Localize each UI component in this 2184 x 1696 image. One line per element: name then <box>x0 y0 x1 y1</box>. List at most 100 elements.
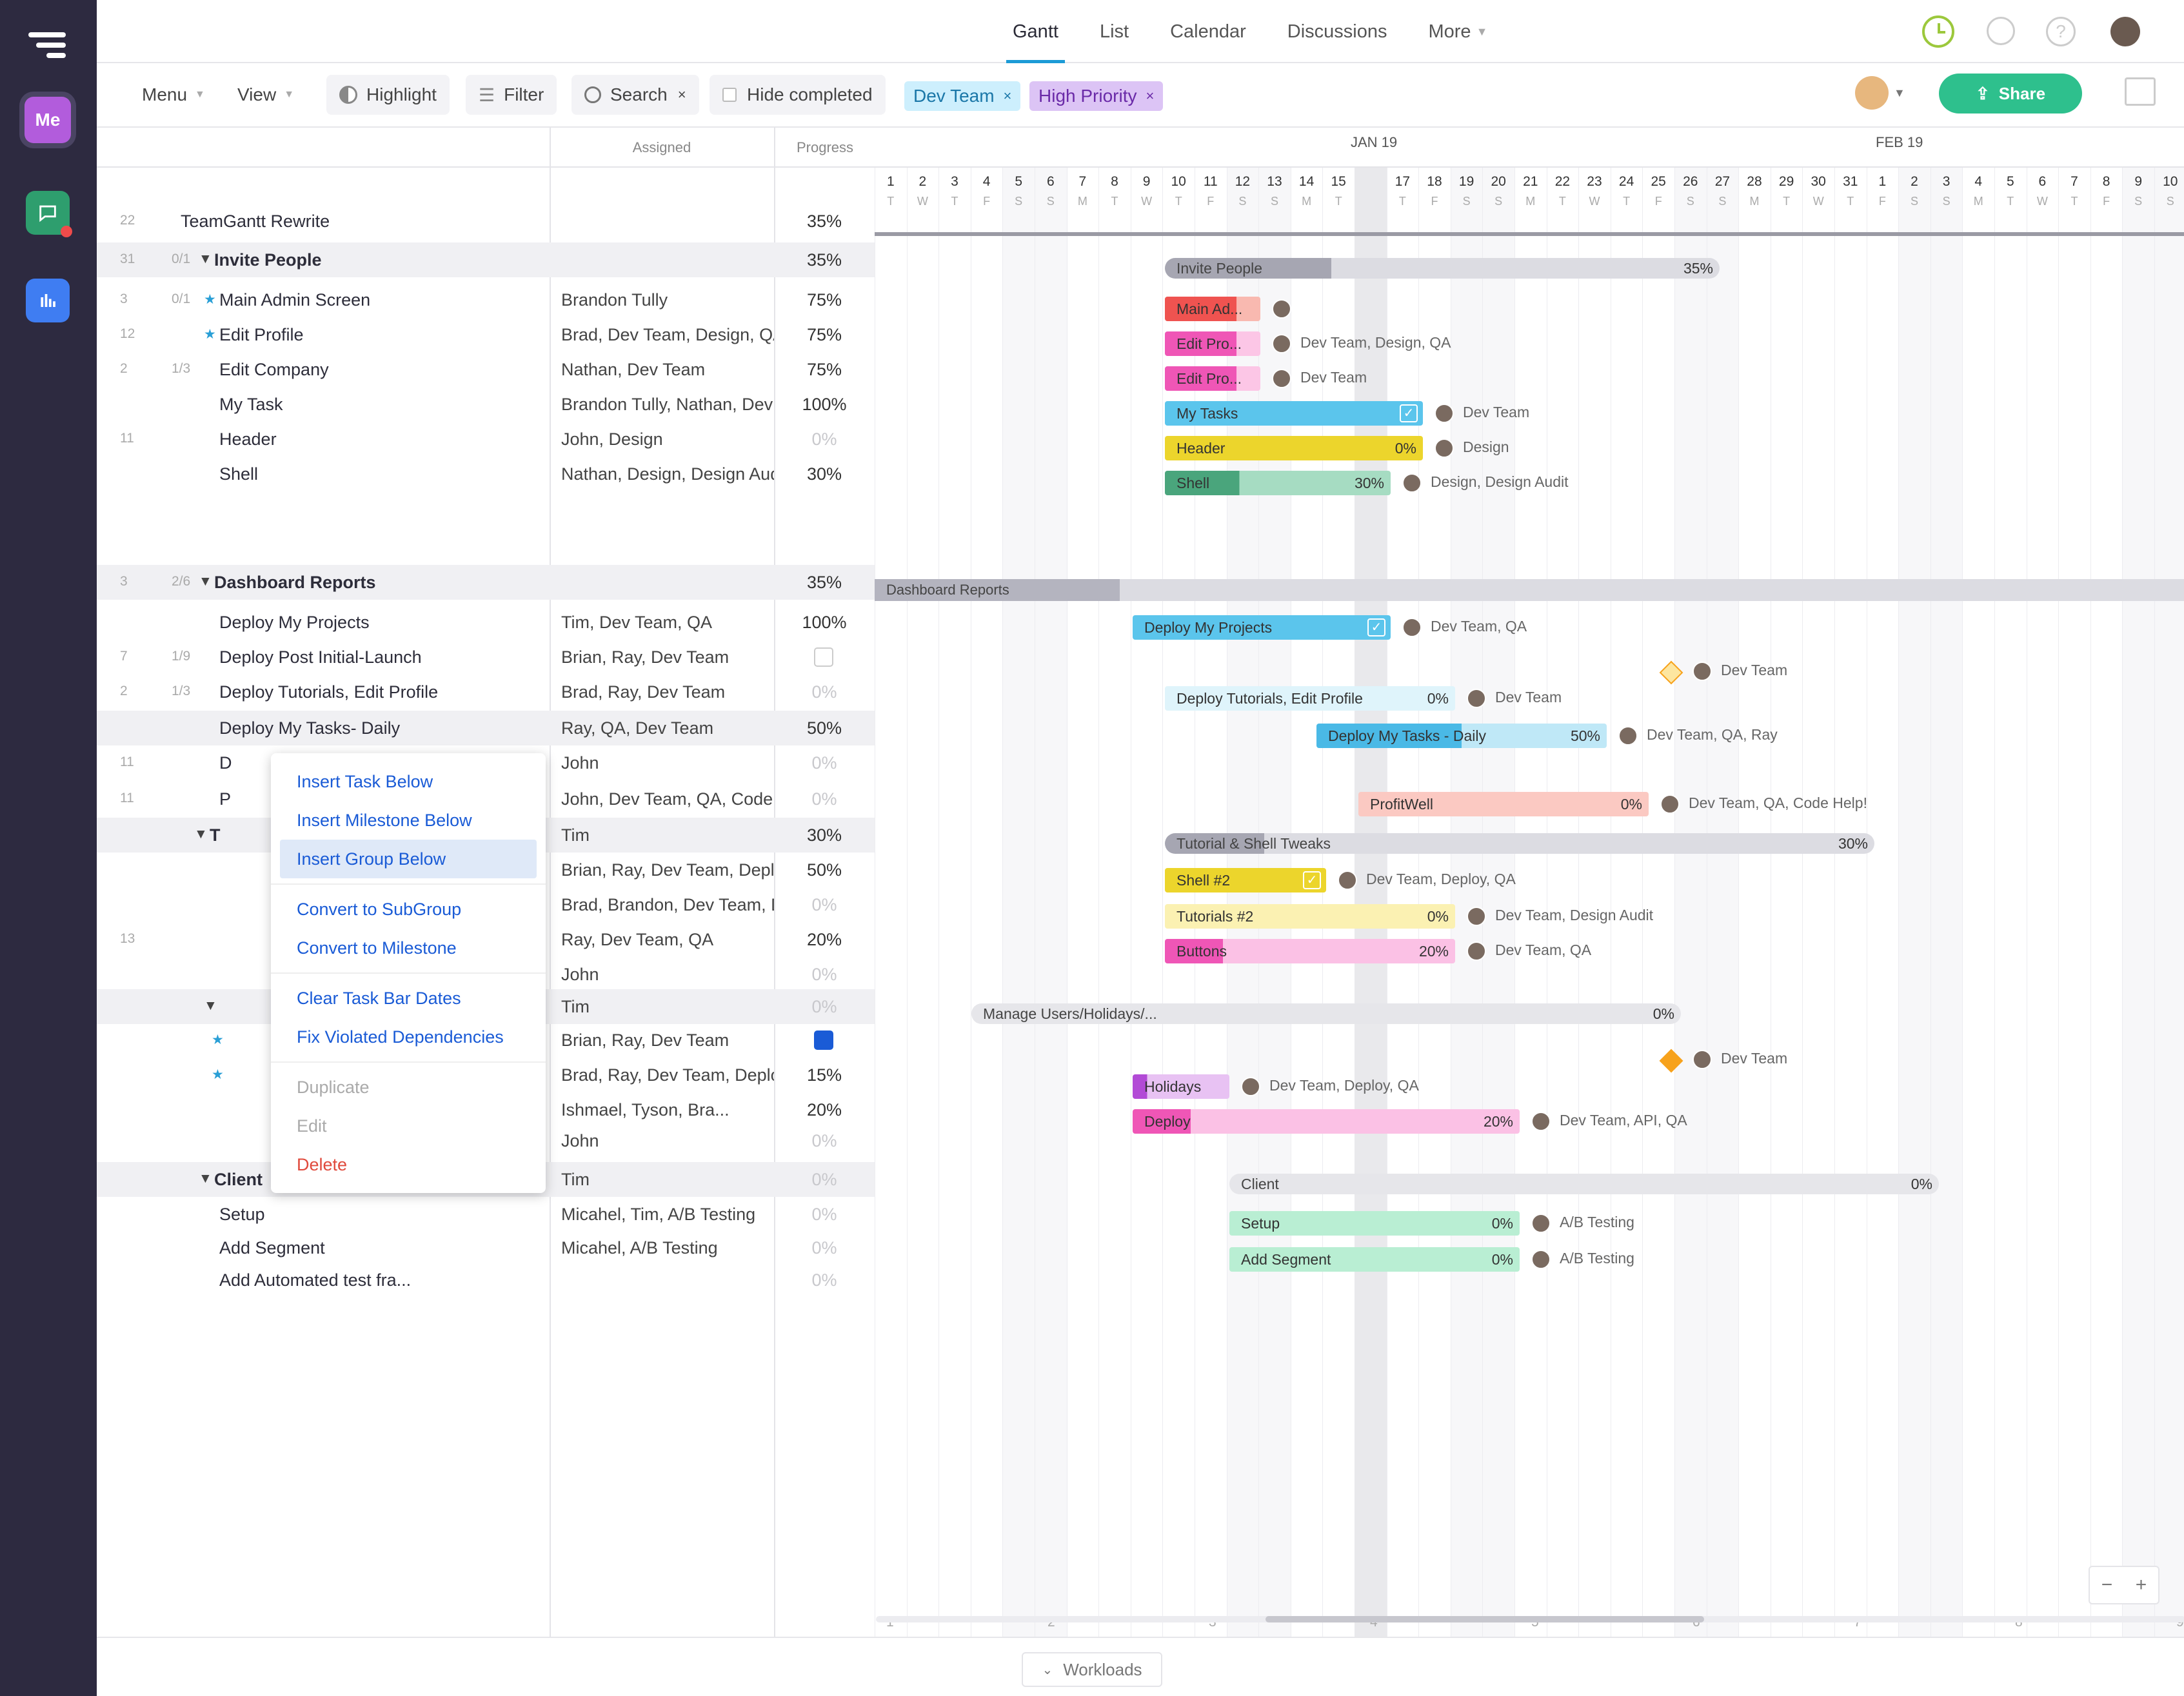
task-row[interactable]: John 0% <box>97 1123 875 1158</box>
group-bar[interactable]: Invite People 35% <box>1165 258 1720 279</box>
progress-cell[interactable]: 35% <box>806 250 842 270</box>
progress-cell[interactable]: 0% <box>811 895 837 914</box>
task-row[interactable]: Brian, Ray, Dev Team, Deploy 50% <box>97 853 875 887</box>
group-bar[interactable]: Manage Users/Holidays/... 0% <box>971 1003 1681 1024</box>
collapse-toggle-icon[interactable]: ▼ <box>194 827 208 842</box>
tab-list[interactable]: List <box>1079 0 1149 63</box>
close-icon[interactable]: × <box>1003 88 1012 104</box>
progress-cell[interactable]: 50% <box>806 860 842 880</box>
assigned-cell[interactable]: Ray, Dev Team, QA <box>561 930 714 949</box>
filter-chip-dev-team[interactable]: Dev Team × <box>904 81 1021 111</box>
comment-count[interactable]: 7 <box>120 649 128 664</box>
progress-cell[interactable]: 0% <box>811 965 837 984</box>
task-bar[interactable]: Main Ad... <box>1165 297 1260 321</box>
task-bar[interactable]: Header 0% <box>1165 436 1423 460</box>
group-bar[interactable]: Tutorial & Shell Tweaks 30% <box>1165 833 1874 854</box>
comment-count[interactable]: 2 <box>120 684 128 698</box>
collapse-toggle-icon[interactable]: ▼ <box>204 998 217 1013</box>
task-name[interactable]: Deploy My Projects <box>219 613 370 632</box>
task-name[interactable]: Invite People <box>214 250 322 270</box>
search-box[interactable]: Search × <box>571 75 699 115</box>
task-bar[interactable]: Tutorials #2 0% <box>1165 904 1455 929</box>
task-row[interactable]: My Task Brandon Tully, Nathan, Dev 100% <box>97 387 875 422</box>
task-name[interactable]: Add Segment <box>219 1238 325 1257</box>
assigned-cell[interactable]: Micahel, Tim, A/B Testing <box>561 1205 756 1224</box>
comment-count[interactable]: 2 <box>120 361 128 376</box>
task-bar[interactable]: Shell #2 ✓ <box>1165 868 1326 892</box>
insert-milestone-below-item[interactable]: Insert Milestone Below <box>297 810 472 830</box>
task-name[interactable]: Edit Company <box>219 360 329 379</box>
task-row[interactable]: 13 Ray, Dev Team, QA 20% <box>97 922 875 957</box>
comment-count[interactable]: 11 <box>120 431 134 446</box>
task-row[interactable]: 7 1/9 Deploy Post Initial-Launch Brian, Ray… <box>97 640 875 675</box>
assigned-cell[interactable]: Brandon Tully, Nathan, Dev <box>561 395 773 414</box>
task-row[interactable]: John 0% <box>97 957 875 992</box>
task-name[interactable]: Shell <box>219 464 259 484</box>
task-name[interactable]: P <box>219 789 232 809</box>
progress-cell[interactable]: 0% <box>811 1238 837 1257</box>
group-row[interactable]: 3 2/6 ▼ Dashboard Reports 35% <box>97 565 875 600</box>
comment-count[interactable]: 31 <box>120 251 135 266</box>
workloads-button[interactable]: ⌄ Workloads <box>1022 1652 1162 1687</box>
task-row[interactable]: Deploy My Projects Tim, Dev Team, QA 100% <box>97 605 875 640</box>
task-name[interactable]: Client <box>214 1170 263 1189</box>
duplicate-item[interactable]: Duplicate <box>297 1077 370 1097</box>
assigned-cell[interactable]: Brad, Ray, Dev Team, Deploy <box>561 1065 774 1085</box>
check-icon[interactable]: ✓ <box>1303 871 1321 889</box>
task-row[interactable]: Deploy My Tasks- Daily Ray, QA, Dev Team 5… <box>97 711 875 745</box>
group-band[interactable]: Dashboard Reports <box>875 579 2184 601</box>
check-icon[interactable]: ✓ <box>1367 618 1385 636</box>
task-name[interactable]: Setup <box>219 1205 265 1224</box>
progress-cell[interactable]: 75% <box>806 290 842 310</box>
progress-cell[interactable]: 0% <box>811 1131 837 1150</box>
progress-cell[interactable]: 30% <box>806 825 842 845</box>
clear-task-bar-dates-item[interactable]: Clear Task Bar Dates <box>297 988 461 1008</box>
clock-icon[interactable] <box>1922 15 1954 48</box>
avatar[interactable] <box>2110 17 2140 46</box>
progress-cell[interactable]: 75% <box>806 325 842 344</box>
assigned-cell[interactable]: Micahel, A/B Testing <box>561 1238 718 1257</box>
tab-gantt[interactable]: Gantt <box>992 0 1079 63</box>
task-row[interactable]: Shell Nathan, Design, Design Audit 30% <box>97 457 875 491</box>
assigned-cell[interactable]: Ray, QA, Dev Team <box>561 718 714 738</box>
task-bar[interactable]: Buttons 20% <box>1165 939 1455 963</box>
assigned-cell[interactable]: Tim <box>561 1170 590 1189</box>
horizontal-scrollbar[interactable] <box>876 1616 2184 1622</box>
task-bar[interactable]: Deploy My Projects ✓ <box>1133 615 1391 640</box>
subtask-count[interactable]: 0/1 <box>172 291 191 306</box>
progress-cell[interactable]: 0% <box>811 1270 837 1290</box>
task-row[interactable]: Add Automated test fra... 0% <box>97 1263 875 1297</box>
present-icon[interactable] <box>2125 77 2156 106</box>
collapse-toggle-icon[interactable]: ▼ <box>199 574 212 589</box>
task-name[interactable]: Header <box>219 429 277 449</box>
task-row[interactable]: Setup Micahel, Tim, A/B Testing 0% <box>97 1197 875 1232</box>
assigned-cell[interactable]: Tim, Dev Team, QA <box>561 613 713 632</box>
task-bar[interactable]: Setup 0% <box>1229 1211 1520 1236</box>
task-name[interactable]: Main Admin Screen <box>219 290 371 310</box>
task-row[interactable]: 12 ★ Edit Profile Brad, Dev Team, Design, Q… <box>97 317 875 352</box>
subtask-count[interactable]: 1/3 <box>172 361 191 376</box>
me-button[interactable]: Me <box>25 97 71 143</box>
progress-cell[interactable]: 100% <box>802 613 847 632</box>
progress-cell[interactable]: 75% <box>806 360 842 379</box>
help-icon[interactable]: ? <box>2046 17 2076 46</box>
assigned-cell[interactable]: Ishmael, Tyson, Bra... <box>561 1100 730 1119</box>
chat-icon[interactable] <box>26 191 72 237</box>
menu-dropdown[interactable]: Menu ▼ <box>142 75 205 115</box>
comment-count[interactable]: 3 <box>120 574 128 589</box>
assigned-cell[interactable]: Brandon Tully <box>561 290 668 310</box>
zoom-out-icon[interactable]: − <box>2101 1574 2113 1595</box>
assigned-cell[interactable]: Nathan, Dev Team <box>561 360 706 379</box>
task-row[interactable]: Brad, Brandon, Dev Team, Design 0% <box>97 887 875 922</box>
task-bar[interactable]: ProfitWell 0% <box>1358 792 1649 816</box>
fix-violated-dependencies-item[interactable]: Fix Violated Dependencies <box>297 1027 504 1047</box>
task-row[interactable]: 22 TeamGantt Rewrite 35% <box>97 204 875 239</box>
assigned-cell[interactable]: John, Design <box>561 429 663 449</box>
comment-count[interactable]: 22 <box>120 213 135 228</box>
zoom-in-icon[interactable]: + <box>2135 1574 2147 1595</box>
task-name[interactable]: Edit Profile <box>219 325 304 344</box>
task-bar[interactable]: Add Segment 0% <box>1229 1247 1520 1272</box>
group-row[interactable]: 31 0/1 ▼ Invite People 35% <box>97 242 875 277</box>
assigned-cell[interactable]: John <box>561 753 599 773</box>
convert-to-subgroup-item[interactable]: Convert to SubGroup <box>297 899 462 919</box>
